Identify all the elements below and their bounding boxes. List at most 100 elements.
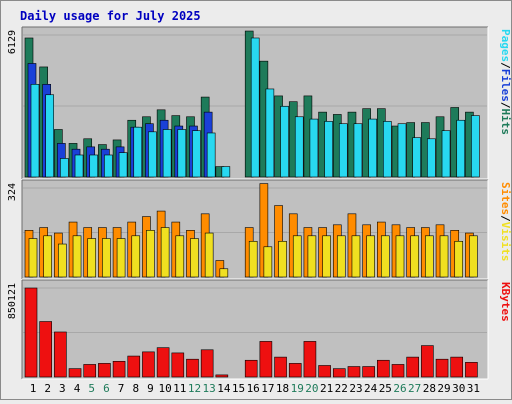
x-label-day-23: 23 <box>349 382 362 395</box>
bar-kbytes-day-18 <box>274 356 287 378</box>
bar-visits-day-1 <box>28 238 38 278</box>
bar-kbytes-day-14 <box>215 374 229 378</box>
bar-pages-day-7 <box>118 152 128 178</box>
bar-visits-day-30 <box>454 240 464 278</box>
x-label-day-30: 30 <box>452 382 465 395</box>
legend-entry: / <box>499 102 512 109</box>
bar-visits-day-19 <box>292 235 302 278</box>
bar-kbytes-day-24 <box>362 366 375 378</box>
bar-kbytes-day-2 <box>39 321 52 378</box>
bar-pages-day-31 <box>471 115 480 178</box>
bar-kbytes-day-29 <box>435 358 449 378</box>
bar-visits-day-12 <box>190 238 199 278</box>
y-max-label: 850121 <box>7 283 18 319</box>
x-label-day-9: 9 <box>147 382 154 395</box>
bar-pages-day-13 <box>206 132 216 178</box>
bar-kbytes-day-30 <box>450 356 464 378</box>
x-label-day-22: 22 <box>335 382 348 395</box>
legend-bottom: KBytes <box>499 282 512 322</box>
x-label-day-26: 26 <box>393 382 406 395</box>
bar-pages-day-23 <box>353 123 363 178</box>
legend-entry: / <box>499 62 512 69</box>
x-label-day-16: 16 <box>247 382 260 395</box>
bar-kbytes-day-11 <box>171 352 185 378</box>
bar-kbytes-day-27 <box>406 356 419 378</box>
hits-panel: 6129 Pages/Files/Hits <box>7 26 512 180</box>
bar-kbytes-day-1 <box>24 287 38 378</box>
bar-pages-day-26 <box>397 123 407 178</box>
legend-entry: KBytes <box>499 282 512 322</box>
x-label-day-20: 20 <box>305 382 318 395</box>
bar-pages-day-28 <box>427 138 436 178</box>
bar-visits-day-5 <box>87 238 97 278</box>
bar-kbytes-day-7 <box>112 360 126 378</box>
bar-kbytes-day-6 <box>98 363 111 378</box>
bar-pages-day-6 <box>104 154 113 178</box>
legend-entry: Sites <box>499 182 512 215</box>
bar-kbytes-day-22 <box>332 368 346 378</box>
x-label-day-29: 29 <box>437 382 450 395</box>
x-label-day-8: 8 <box>132 382 139 395</box>
x-label-day-21: 21 <box>320 382 333 395</box>
sites-panel: 324 Sites/Visits <box>7 179 512 280</box>
bar-visits-day-3 <box>58 243 67 278</box>
bar-pages-day-9 <box>148 131 157 178</box>
bar-kbytes-day-19 <box>288 363 302 378</box>
bar-visits-day-21 <box>322 235 331 278</box>
legend-entry: Visits <box>499 222 512 262</box>
bar-visits-day-14 <box>219 268 229 278</box>
bar-kbytes-day-12 <box>186 358 199 378</box>
bar-pages-day-3 <box>60 158 69 178</box>
y-max-label: 6129 <box>7 30 18 54</box>
bar-kbytes-day-3 <box>54 331 67 378</box>
bar-pages-day-30 <box>456 119 466 178</box>
x-axis-labels: 1 2 3 4 5 6 7 8 9 10 11 12 13 14 15 16 17 18 19 20 21 22 23 24 2… <box>30 382 480 395</box>
bar-pages-day-21 <box>324 121 333 178</box>
bar-pages-day-11 <box>177 129 187 178</box>
bar-visits-day-4 <box>72 235 82 278</box>
x-label-day-7: 7 <box>118 382 125 395</box>
x-label-day-2: 2 <box>44 382 51 395</box>
bar-pages-day-19 <box>294 116 304 178</box>
legend-top: Pages/Files/Hits <box>499 29 512 135</box>
bar-kbytes-day-25 <box>377 359 390 378</box>
chart-title: Daily usage for July 2025 <box>20 9 201 23</box>
bar-pages-day-18 <box>280 106 289 178</box>
bar-pages-day-25 <box>383 121 392 178</box>
x-label-day-15: 15 <box>232 382 245 395</box>
bar-visits-day-11 <box>175 235 185 278</box>
bar-kbytes-day-10 <box>156 347 170 378</box>
bar-pages-day-4 <box>74 154 84 178</box>
kbytes-panel: 850121 KBytes <box>7 279 512 380</box>
bar-visits-day-2 <box>43 235 52 278</box>
x-label-day-14: 14 <box>217 382 231 395</box>
x-label-day-28: 28 <box>423 382 436 395</box>
bar-pages-day-17 <box>265 88 275 178</box>
bar-kbytes-day-17 <box>259 341 273 378</box>
bar-visits-day-7 <box>116 238 126 278</box>
bar-pages-day-1 <box>30 84 40 178</box>
x-label-day-6: 6 <box>103 382 110 395</box>
legend-entry: Files <box>499 69 512 102</box>
bar-kbytes-day-8 <box>127 355 141 378</box>
bar-visits-day-6 <box>102 238 111 278</box>
bar-kbytes-day-5 <box>83 364 97 378</box>
bar-kbytes-day-26 <box>391 364 405 378</box>
bar-pages-day-2 <box>45 94 54 178</box>
bar-pages-day-24 <box>368 118 377 178</box>
bar-pages-day-8 <box>133 126 143 178</box>
bar-visits-day-25 <box>381 235 390 278</box>
bar-visits-day-13 <box>204 232 214 278</box>
bar-kbytes-day-31 <box>465 362 478 378</box>
bar-kbytes-day-9 <box>142 351 155 378</box>
bar-visits-day-26 <box>395 235 405 278</box>
x-label-day-12: 12 <box>188 382 201 395</box>
bar-visits-day-9 <box>146 230 155 278</box>
x-label-day-10: 10 <box>158 382 171 395</box>
legend-middle: Sites/Visits <box>499 182 512 262</box>
bar-visits-day-20 <box>307 235 317 278</box>
x-label-day-25: 25 <box>379 382 392 395</box>
bar-pages-day-27 <box>412 137 421 178</box>
